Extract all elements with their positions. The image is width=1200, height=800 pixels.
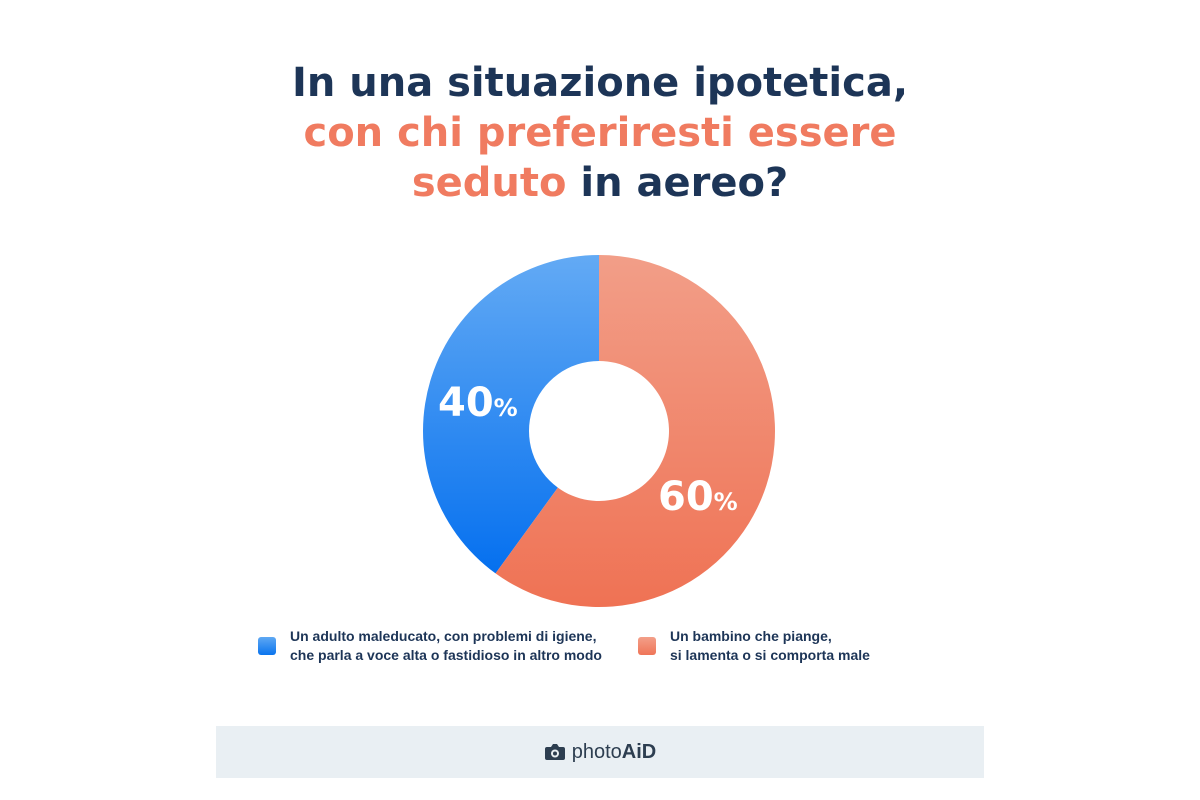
legend-swatch-coral [637, 637, 656, 655]
camera-icon [544, 744, 565, 760]
data-label-adult: 40% [438, 380, 518, 426]
title-line-1: In una situazione ipotetica, [291, 60, 909, 106]
title-line-2: con chi preferiresti essere [303, 110, 897, 156]
legend-item-adult: Un adulto maleducato, con problemi di ig… [258, 627, 602, 665]
footer-bar: photoAiD [216, 726, 984, 778]
slice-child [495, 255, 775, 608]
legend-swatch-blue [258, 637, 276, 655]
brand-name-bold: AiD [621, 740, 657, 763]
data-label-child: 60% [658, 474, 738, 520]
title-line-3-highlight: seduto [411, 160, 567, 206]
chart-title: In una situazione ipotetica, con chi pre… [0, 58, 1200, 208]
slice-adult [423, 255, 599, 574]
chart-legend: Un adulto maleducato, con problemi di ig… [258, 627, 870, 665]
legend-label-child: Un bambino che piange, si lamenta o si c… [669, 628, 870, 663]
brand-name: photoAiD [572, 741, 657, 764]
legend-item-child: Un bambino che piange, si lamenta o si c… [637, 627, 870, 665]
brand-name-regular: photo [571, 740, 622, 763]
legend-label-adult: Un adulto maleducato, con problemi di ig… [290, 628, 602, 663]
title-line-3-rest: in aereo? [566, 160, 789, 206]
brand-logo: photoAiD [544, 741, 657, 764]
